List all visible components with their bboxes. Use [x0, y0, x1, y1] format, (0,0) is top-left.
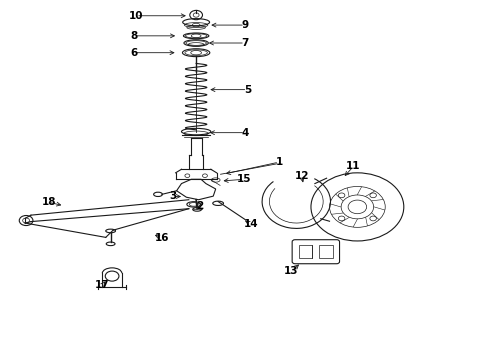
Text: 3: 3	[169, 192, 176, 202]
Text: 12: 12	[294, 171, 309, 181]
Text: 1: 1	[275, 157, 283, 167]
Text: 8: 8	[130, 31, 137, 41]
Text: 10: 10	[129, 11, 143, 21]
Text: 6: 6	[130, 48, 137, 58]
Text: 16: 16	[155, 233, 169, 243]
Text: 13: 13	[284, 266, 299, 276]
Text: 9: 9	[242, 20, 248, 30]
Text: 4: 4	[241, 128, 249, 138]
Text: 18: 18	[41, 197, 56, 207]
Bar	[319, 245, 333, 258]
Text: 7: 7	[241, 38, 249, 48]
Text: 14: 14	[244, 219, 258, 229]
Text: 2: 2	[196, 201, 204, 211]
Text: 17: 17	[95, 280, 110, 290]
Bar	[299, 245, 313, 258]
Text: 15: 15	[237, 174, 251, 184]
Text: 5: 5	[244, 85, 251, 95]
Text: 11: 11	[346, 161, 361, 171]
